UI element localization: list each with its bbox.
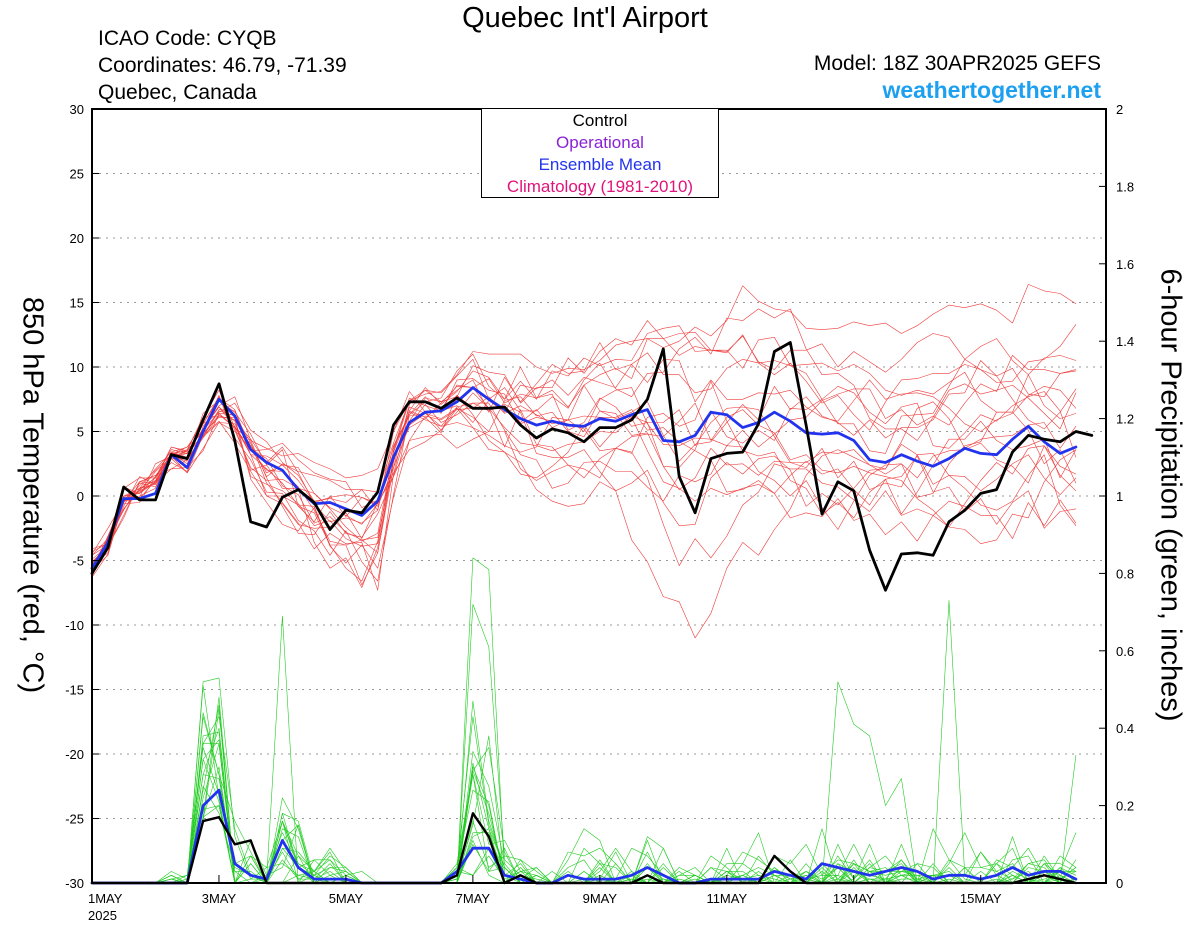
temp-member-line	[91, 402, 1077, 586]
x-tick-label: 11MAY	[706, 891, 747, 906]
precip-mean-line	[90, 788, 1078, 885]
temp-member-line	[91, 358, 1077, 582]
precip-member-line	[91, 712, 1077, 884]
model-run: Model: 18Z 30APR2025 GEFS	[813, 52, 1101, 75]
temp-member-line	[91, 397, 1077, 569]
precip-member-line	[91, 716, 1077, 884]
x-tick-label: 13MAY	[833, 891, 875, 906]
y-tick-label: -20	[65, 747, 84, 762]
y-tick-label: 20	[70, 231, 84, 246]
temp-mean-line	[90, 386, 1078, 570]
temp-member-line	[91, 352, 1077, 550]
y2-axis-label: 6-hour Precipitation (green, inches)	[1154, 268, 1187, 722]
precip-member-line	[91, 677, 1077, 884]
temp-member-line	[91, 360, 1077, 582]
legend-ensemble-mean: Ensemble Mean	[538, 155, 662, 174]
x-tick-label: 1MAY	[88, 891, 123, 906]
legend: Control Operational Ensemble Mean Climat…	[481, 108, 719, 198]
y-tick-label: 10	[70, 360, 84, 375]
icao-code: ICAO Code: CYQB	[98, 27, 277, 50]
precip-members	[91, 557, 1077, 884]
chart-title: Quebec Int'l Airport	[462, 2, 708, 34]
y-tick-label: -10	[65, 618, 84, 633]
x-tick-label: 15MAY	[960, 891, 1002, 906]
y2-tick-label: 0.4	[1116, 721, 1134, 736]
precip-member-line	[91, 600, 1077, 884]
y2-tick-label: 1.6	[1116, 257, 1134, 272]
temp-member-line	[91, 391, 1077, 564]
y2-tick-label: 1.8	[1116, 179, 1134, 194]
x-tick-label: 5MAY	[329, 891, 364, 906]
y2-tick-label: 1	[1116, 489, 1123, 504]
precip-member-line	[91, 747, 1077, 884]
y-tick-label: -15	[65, 683, 84, 698]
grid-lines	[92, 173, 1106, 819]
legend-operational: Operational	[556, 133, 644, 152]
precip-member-line	[91, 696, 1077, 884]
main-series	[90, 341, 1094, 885]
y-tick-label: 15	[70, 296, 84, 311]
y2-tick-label: 0.2	[1116, 799, 1134, 814]
precip-member-line	[91, 735, 1077, 884]
y2-tick-label: 0.8	[1116, 566, 1134, 581]
y-tick-label: 0	[77, 489, 84, 504]
precip-member-line	[91, 747, 1077, 884]
y-tick-label: -30	[65, 876, 84, 891]
y2-tick-label: 2	[1116, 102, 1123, 117]
x-tick-label: 3MAY	[202, 891, 237, 906]
precip-member-line	[91, 758, 1077, 884]
temp-member-line	[91, 284, 1077, 574]
temp-member-line	[91, 407, 1077, 569]
x-tick-sublabel: 2025	[88, 908, 117, 923]
y-tick-label: 25	[70, 167, 84, 182]
coordinates: Coordinates: 46.79, -71.39	[98, 54, 347, 77]
precip-member-line	[91, 716, 1077, 884]
precip-member-line	[91, 557, 1077, 884]
temp-member-line	[91, 308, 1077, 556]
y-tick-label: -5	[72, 554, 84, 569]
x-tick-label: 9MAY	[583, 891, 618, 906]
precip-member-line	[91, 743, 1077, 884]
temp-member-line	[91, 380, 1077, 572]
temp-member-line	[91, 401, 1077, 578]
y2-tick-label: 0.6	[1116, 644, 1134, 659]
temp-member-line	[91, 324, 1077, 556]
precip-member-line	[91, 731, 1077, 884]
site-link[interactable]: weathertogether.net	[882, 77, 1101, 103]
x-tick-label: 7MAY	[456, 891, 491, 906]
precip-member-line	[91, 681, 1077, 884]
precip-member-line	[91, 615, 1077, 884]
temp-control-line	[90, 341, 1094, 592]
y2-tick-label: 1.2	[1116, 412, 1134, 427]
temp-member-line	[91, 320, 1077, 568]
y-tick-label: 30	[70, 102, 84, 117]
y2-tick-label: 0	[1116, 876, 1123, 891]
legend-control: Control	[572, 111, 628, 130]
y-tick-label: 5	[77, 425, 84, 440]
y2-tick-label: 1.4	[1116, 334, 1134, 349]
y-tick-label: -25	[65, 812, 84, 827]
legend-climatology: Climatology (1981-2010)	[506, 177, 694, 196]
y-axis-label: 850 hPa Temperature (red, °C)	[16, 296, 49, 694]
location: Quebec, Canada	[98, 81, 257, 104]
axes: 302520151050-5-10-15-20-25-3021.81.61.41…	[65, 102, 1134, 923]
precip-member-line	[91, 704, 1077, 884]
